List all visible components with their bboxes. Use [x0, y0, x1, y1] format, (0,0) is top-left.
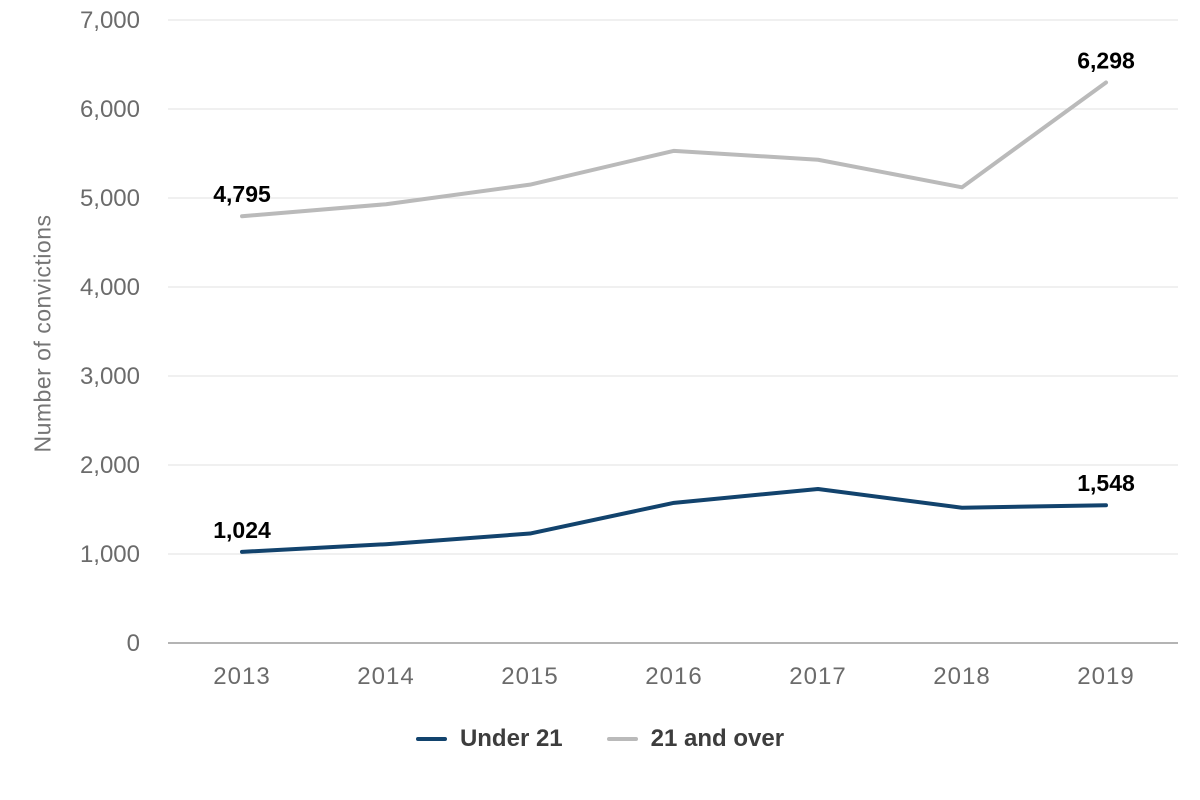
data-label: 4,795	[213, 181, 271, 207]
legend-label-under-21: Under 21	[459, 725, 563, 752]
x-tick-label: 2015	[501, 663, 558, 690]
chart-legend: Under 21 21 and over	[0, 724, 1200, 754]
y-axis-title: Number of convictions	[29, 214, 56, 453]
y-tick-label: 5,000	[80, 185, 140, 212]
y-tick-label: 1,000	[80, 541, 140, 568]
data-label: 1,548	[1077, 470, 1135, 496]
x-tick-label: 2014	[357, 663, 414, 690]
x-tick-label: 2013	[213, 663, 270, 690]
legend-item-under-21: Under 21	[415, 724, 563, 754]
x-tick-label: 2016	[645, 663, 702, 690]
legend-swatch-21-and-over-icon	[606, 737, 638, 741]
legend-label-21-and-over: 21 and over	[650, 725, 785, 752]
y-tick-label: 6,000	[80, 96, 140, 123]
data-label: 6,298	[1077, 47, 1135, 73]
series-line-21-and-over	[240, 80, 1108, 219]
y-tick-label: 7,000	[80, 7, 140, 34]
legend-item-21-and-over: 21 and over	[606, 724, 785, 754]
series-line-under-21	[240, 487, 1108, 554]
x-tick-label: 2017	[789, 663, 846, 690]
x-tick-label: 2019	[1077, 663, 1134, 690]
legend-swatch-under-21-icon	[415, 737, 447, 741]
y-tick-label: 0	[127, 630, 140, 657]
y-tick-label: 2,000	[80, 452, 140, 479]
y-tick-label: 3,000	[80, 363, 140, 390]
y-tick-label: 4,000	[80, 274, 140, 301]
x-tick-label: 2018	[933, 663, 990, 690]
data-label: 1,024	[213, 517, 271, 543]
